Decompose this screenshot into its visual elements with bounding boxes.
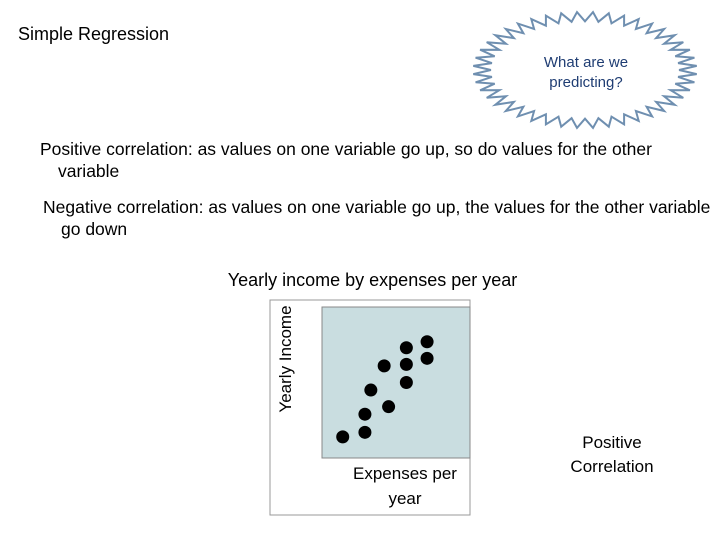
point: [420, 351, 434, 365]
paragraph: Negative correlation: as values on one v…: [43, 197, 711, 239]
point: [358, 425, 372, 439]
chart-title: Yearly income by expenses per year: [227, 270, 518, 290]
point: [399, 357, 413, 371]
point: [358, 407, 372, 421]
point: [399, 376, 413, 389]
y-axis-label: Yearly Income: [276, 305, 295, 413]
point: [336, 430, 350, 444]
point: [364, 383, 378, 397]
point: [399, 341, 413, 355]
x-axis-label: Expenses per year: [353, 464, 457, 508]
point: [420, 335, 434, 349]
caption: Positive Correlation: [570, 433, 654, 476]
starburst: [473, 10, 697, 130]
point: [377, 359, 391, 373]
point: [382, 400, 396, 414]
slide-title: Simple Regression: [18, 24, 170, 44]
paragraph: Positive correlation: as values on one v…: [40, 139, 652, 181]
bubble-text: What are we predicting?: [543, 54, 629, 91]
